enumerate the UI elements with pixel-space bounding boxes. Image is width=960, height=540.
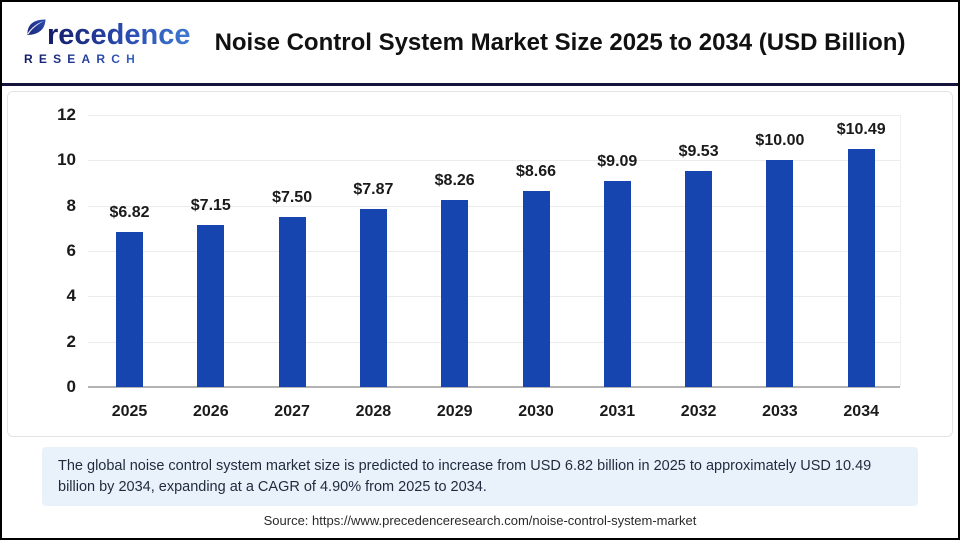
bar-value-label: $9.53 bbox=[678, 142, 719, 160]
bar-value-label: $6.82 bbox=[109, 204, 150, 222]
bar-value-label: $7.87 bbox=[353, 180, 394, 198]
logo-brand-text: recedence bbox=[47, 19, 191, 51]
bar-value-label: $10.00 bbox=[755, 132, 805, 150]
bar-value-label: $9.09 bbox=[597, 152, 638, 170]
y-gridline bbox=[88, 115, 900, 116]
y-axis-tick-label: 12 bbox=[57, 105, 76, 124]
y-gridline bbox=[88, 251, 900, 252]
bar-2028 bbox=[359, 208, 387, 387]
bar-2031 bbox=[603, 180, 631, 387]
bar-2026 bbox=[197, 224, 225, 387]
plot-right-border bbox=[900, 115, 901, 387]
page-title: Noise Control System Market Size 2025 to… bbox=[214, 28, 906, 56]
bar-value-label: $8.26 bbox=[434, 171, 475, 189]
y-axis-tick-label: 0 bbox=[66, 377, 76, 396]
bar-2029 bbox=[441, 199, 469, 387]
x-axis-tick-label: 2033 bbox=[762, 403, 798, 420]
y-axis-tick-label: 2 bbox=[66, 331, 76, 351]
bar-2032 bbox=[685, 170, 713, 387]
x-axis-tick-label: 2029 bbox=[436, 403, 473, 420]
bar-value-label: $7.15 bbox=[190, 196, 231, 214]
bar-value-label: $10.49 bbox=[836, 121, 886, 139]
bar-2030 bbox=[522, 190, 550, 387]
bar-2033 bbox=[766, 160, 794, 387]
x-axis-tick-label: 2025 bbox=[111, 403, 148, 420]
x-axis-tick-label: 2034 bbox=[843, 403, 879, 420]
x-axis-tick-label: 2028 bbox=[355, 403, 392, 420]
x-axis-tick-label: 2031 bbox=[599, 403, 636, 420]
x-axis-tick-label: 2032 bbox=[680, 403, 717, 420]
bar-2027 bbox=[278, 217, 306, 387]
y-axis-tick-label: 8 bbox=[66, 195, 76, 215]
bar-value-label: $8.66 bbox=[515, 162, 557, 180]
x-axis-line bbox=[88, 386, 900, 388]
y-gridline bbox=[88, 341, 900, 343]
summary-note: The global noise control system market s… bbox=[42, 447, 918, 507]
y-gridline bbox=[88, 160, 900, 162]
bar-chart: 0 2 4 6 8 10 12 $6.82 2025 $7.15 2026 $7.50 2027 $7.8… bbox=[7, 91, 953, 437]
y-axis-tick-label: 4 bbox=[66, 286, 76, 306]
header: recedence RESEARCH Noise Control System … bbox=[2, 2, 958, 86]
y-gridline bbox=[88, 205, 900, 207]
x-axis-tick-label: 2030 bbox=[518, 403, 554, 420]
y-axis-tick-label: 10 bbox=[57, 150, 76, 170]
bar-value-label: $7.50 bbox=[272, 189, 313, 206]
logo-p-leaf-icon bbox=[24, 19, 46, 50]
precedence-research-logo: recedence RESEARCH bbox=[24, 19, 191, 66]
logo-research-text: RESEARCH bbox=[24, 52, 174, 66]
bar-2034 bbox=[847, 149, 875, 387]
x-axis-tick-label: 2027 bbox=[274, 403, 310, 420]
bar-2025 bbox=[116, 232, 143, 387]
x-axis-tick-label: 2026 bbox=[193, 403, 229, 420]
y-gridline bbox=[88, 296, 900, 298]
y-axis-tick-label: 6 bbox=[66, 241, 76, 260]
source-text: Source: https://www.precedenceresearch.c… bbox=[263, 513, 697, 529]
logo-wordmark: recedence bbox=[24, 19, 191, 50]
